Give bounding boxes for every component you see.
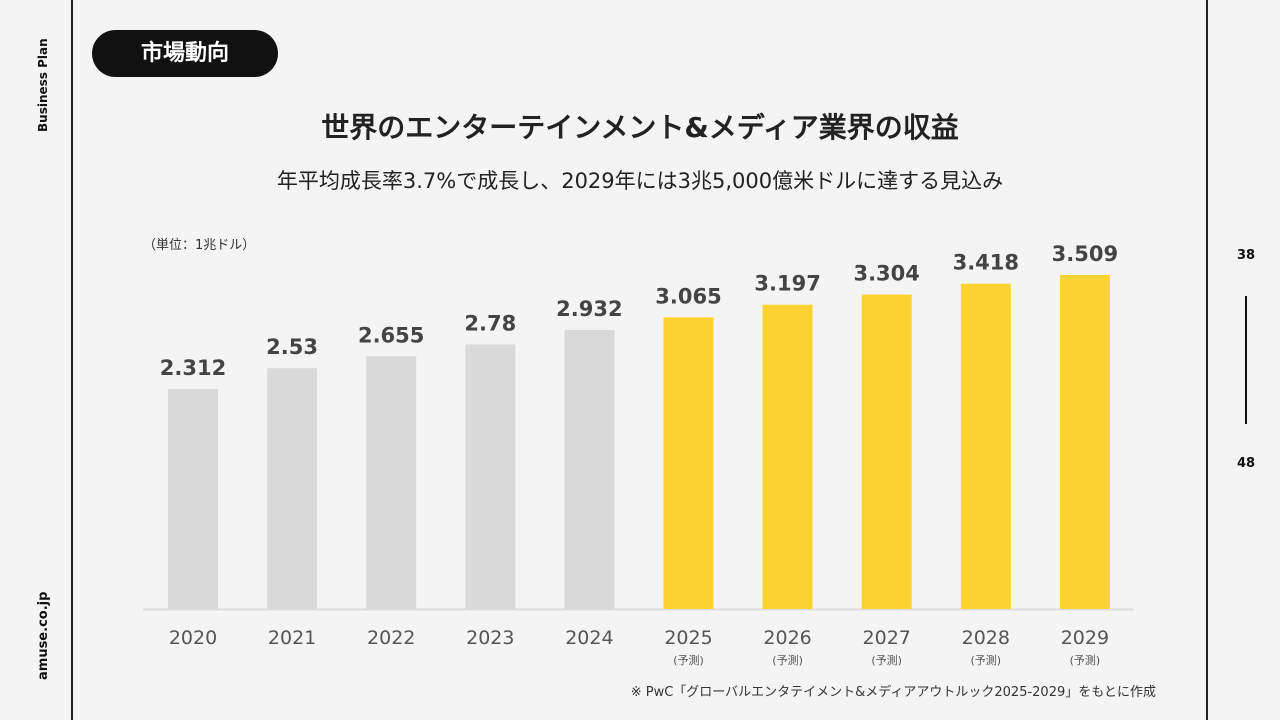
bar-2026 [762,304,813,609]
data-label-2023: 2.78 [464,311,516,335]
data-label-2024: 2.932 [556,297,622,321]
bar-2022 [366,356,417,609]
tick-label-2023: 2023 [466,627,514,649]
section-tag: 市場動向 [92,30,278,77]
page-title: 世界のエンターテインメント&メディア業界の収益 [321,111,959,144]
page-subtitle: 年平均成長率3.7%で成長し、2029年には3兆5,000億米ドルに達する見込み [276,169,1004,193]
source-note: ※ PwC「グローバルエンタテイメント&メディアアウトルック2025-2029」… [630,685,1156,700]
tick-label-2024: 2024 [565,627,613,649]
tick-label-2029: 2029 [1061,627,1109,649]
page-total: 48 [1236,456,1256,471]
forecast-note-2026: (予測) [772,653,803,667]
unit-label: （単位：1兆ドル） [143,238,256,253]
page-indicator-line [1245,296,1247,424]
data-label-2026: 3.197 [754,272,820,296]
data-label-2028: 3.418 [953,251,1019,275]
tick-label-2022: 2022 [367,627,415,649]
data-label-2021: 2.53 [266,335,318,359]
tick-label-2025: 2025 [664,627,712,649]
bar-2027 [861,294,912,609]
bar-2024 [564,329,615,609]
forecast-note-2029: (予測) [1070,653,1101,667]
data-label-2022: 2.655 [358,323,424,347]
forecast-note-2028: (予測) [971,653,1002,667]
data-label-2020: 2.312 [160,356,226,380]
bar-2029 [1059,275,1110,609]
data-label-2027: 3.304 [853,262,919,286]
tick-label-2021: 2021 [268,627,316,649]
right-border-line [1206,0,1208,720]
forecast-note-2025: (予測) [673,653,704,667]
page-current: 38 [1236,248,1256,263]
data-label-2029: 3.509 [1052,242,1118,266]
data-label-2025: 3.065 [655,284,721,308]
bar-2023 [465,344,516,609]
tick-label-2026: 2026 [763,627,811,649]
left-border-line [71,0,73,720]
bar-2021 [267,368,318,609]
bar-2028 [960,283,1011,609]
tick-label-2020: 2020 [169,627,217,649]
bar-2020 [168,388,218,609]
forecast-note-2027: (予測) [871,653,902,667]
tick-label-2027: 2027 [863,627,911,649]
bar-2025 [663,317,714,609]
tick-label-2028: 2028 [962,627,1010,649]
